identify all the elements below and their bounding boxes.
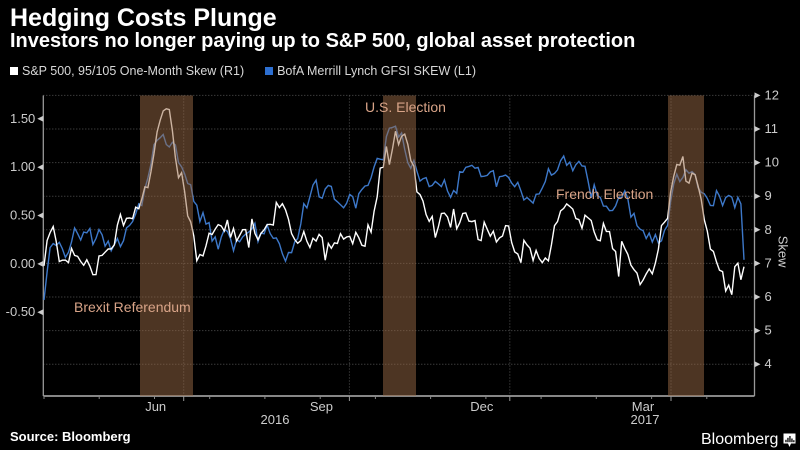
svg-text:10: 10: [765, 155, 779, 170]
svg-text:11: 11: [765, 121, 779, 136]
svg-text:Sep: Sep: [310, 399, 333, 414]
svg-text:Skew: Skew: [776, 236, 791, 268]
svg-text:Jun: Jun: [145, 399, 166, 414]
svg-text:0.00: 0.00: [10, 256, 35, 271]
svg-text:U.S. Election: U.S. Election: [365, 99, 446, 115]
svg-text:8: 8: [765, 222, 772, 237]
svg-text:12: 12: [765, 87, 779, 102]
svg-text:2017: 2017: [631, 412, 660, 427]
svg-text:1.50: 1.50: [10, 111, 35, 126]
svg-text:0.50: 0.50: [10, 208, 35, 223]
svg-text:6: 6: [765, 289, 772, 304]
svg-text:5: 5: [765, 323, 772, 338]
svg-text:7: 7: [765, 255, 772, 270]
svg-text:4: 4: [765, 356, 772, 371]
svg-text:Dec: Dec: [470, 399, 494, 414]
svg-text:Brexit Referendum: Brexit Referendum: [74, 299, 191, 315]
svg-text:French Election: French Election: [556, 186, 653, 202]
svg-text:9: 9: [765, 188, 772, 203]
svg-text:-0.50: -0.50: [6, 304, 36, 319]
svg-text:1.00: 1.00: [10, 159, 35, 174]
svg-text:2016: 2016: [261, 412, 290, 427]
